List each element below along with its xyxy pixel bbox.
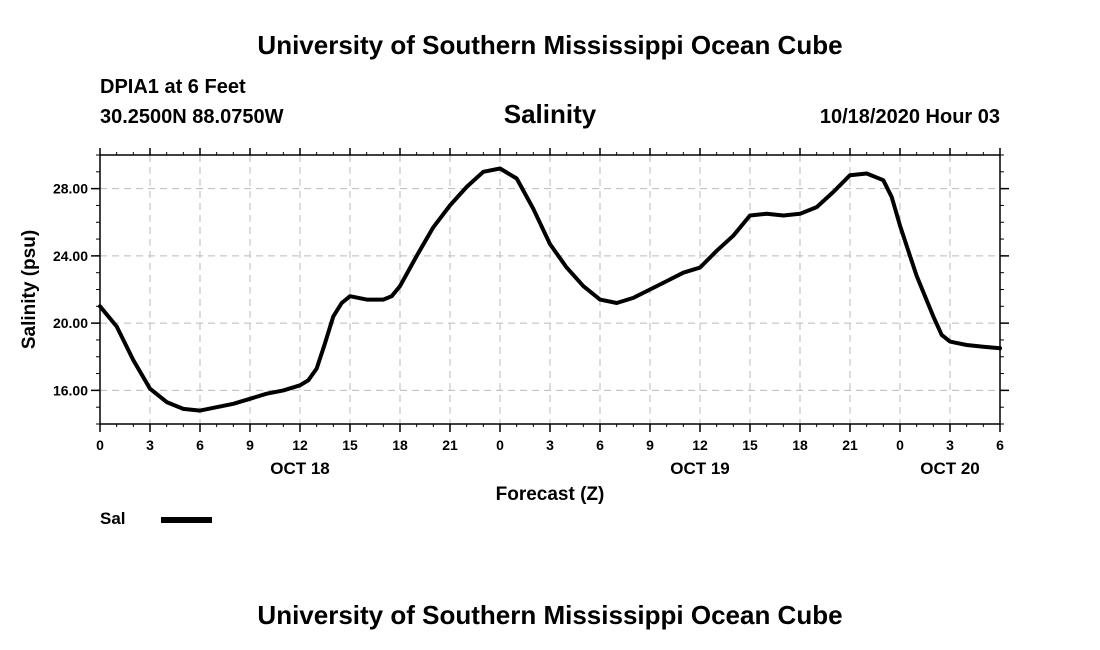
datetime-label: 10/18/2020 Hour 03	[819, 106, 1000, 128]
day-label: OCT 18	[270, 459, 330, 478]
y-tick-label: 28.00	[53, 181, 88, 197]
x-tick-label: 18	[792, 437, 808, 453]
x-tick-label: 3	[946, 437, 954, 453]
legend-label: Sal	[100, 509, 126, 528]
y-tick-label: 24.00	[53, 248, 88, 264]
footer-title: University of Southern Mississippi Ocean…	[257, 600, 843, 630]
series-line-sal	[98, 166, 1002, 413]
station-label: DPIA1 at 6 Feet	[100, 76, 246, 98]
x-tick-label: 6	[596, 437, 604, 453]
y-tick-label: 16.00	[53, 382, 88, 398]
x-tick-label: 9	[646, 437, 654, 453]
plot-frame	[99, 154, 1001, 425]
x-tick-label: 12	[292, 437, 308, 453]
x-tick-label: 0	[96, 437, 104, 453]
y-axis-title: Salinity (psu)	[19, 230, 40, 349]
x-tick-label: 3	[146, 437, 154, 453]
x-tick-label: 6	[196, 437, 204, 453]
x-tick-label: 6	[996, 437, 1004, 453]
y-tick-label: 20.00	[53, 315, 88, 331]
x-tick-label: 18	[392, 437, 408, 453]
x-tick-label: 3	[546, 437, 554, 453]
x-tick-label: 15	[342, 437, 358, 453]
x-tick-label: 21	[842, 437, 858, 453]
parameter-title: Salinity	[503, 99, 597, 129]
coordinates-label: 30.2500N 88.0750W	[100, 106, 284, 128]
chart-title: University of Southern Mississippi Ocean…	[257, 30, 843, 60]
x-tick-label: 15	[742, 437, 758, 453]
x-tick-label: 21	[442, 437, 458, 453]
x-tick-label: 9	[246, 437, 254, 453]
day-label: OCT 19	[670, 459, 730, 478]
legend-line-swatch	[161, 517, 212, 523]
day-label: OCT 20	[920, 459, 980, 478]
x-tick-label: 0	[896, 437, 904, 453]
x-tick-label: 0	[496, 437, 504, 453]
x-axis-title: Forecast (Z)	[496, 484, 605, 505]
x-tick-label: 12	[692, 437, 708, 453]
